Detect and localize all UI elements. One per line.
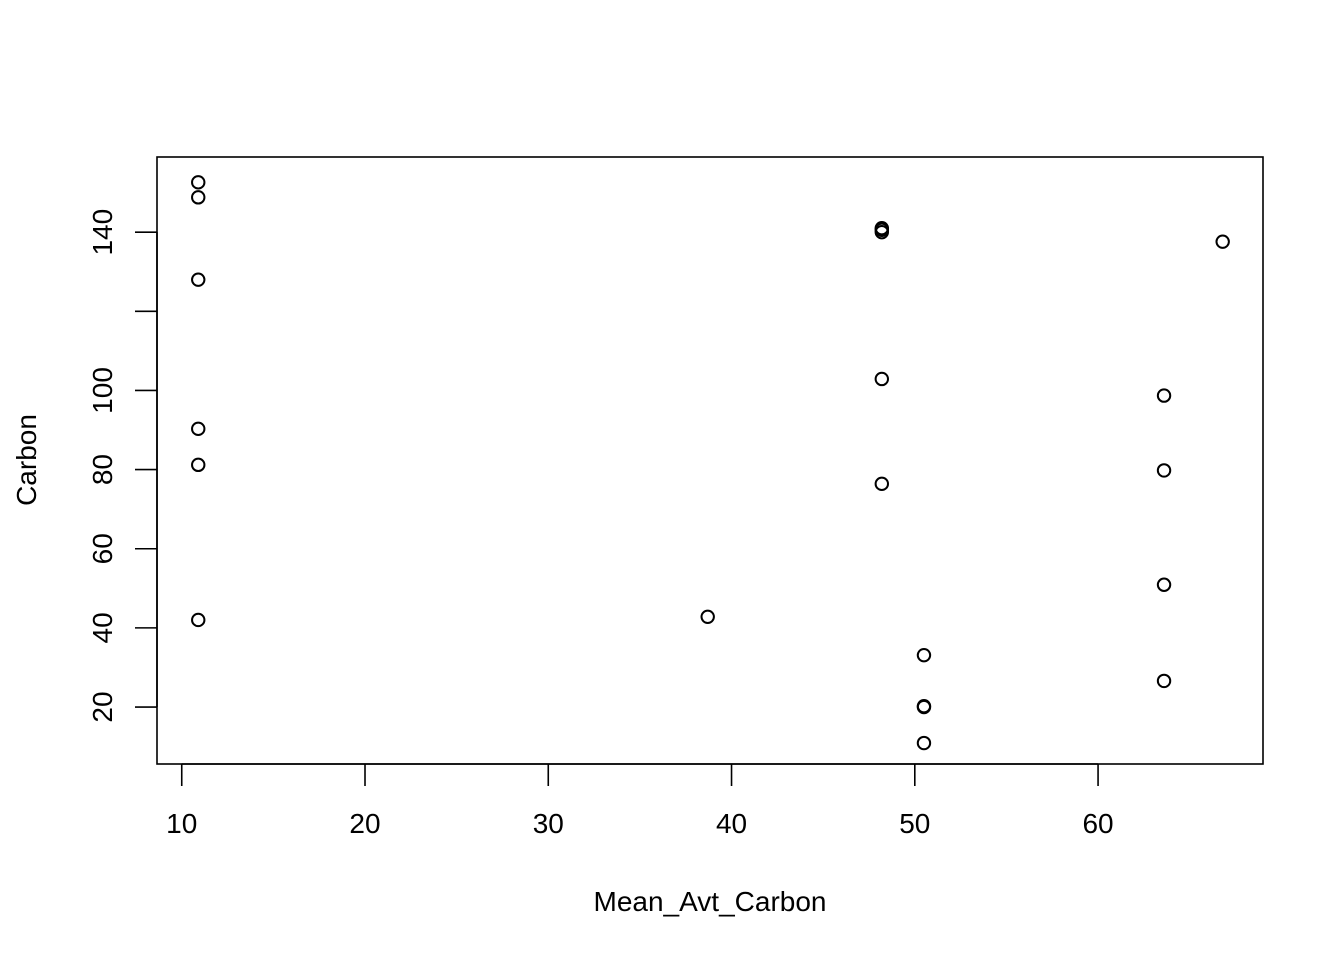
data-point [1156, 577, 1172, 592]
data-point [916, 699, 932, 714]
x-tick-label: 30 [533, 808, 564, 839]
y-tick-label: 40 [87, 612, 118, 643]
x-axis-label: Mean_Avt_Carbon [594, 886, 827, 917]
data-point [916, 647, 932, 663]
data-point [191, 457, 206, 473]
x-tick-label: 40 [716, 808, 747, 839]
data-point [191, 612, 206, 628]
data-point [191, 272, 206, 287]
y-tick-label: 140 [87, 209, 118, 256]
x-axis: 10 20 30 40 50 60 [166, 763, 1114, 839]
y-tick-label: 100 [87, 367, 118, 414]
data-point [1156, 463, 1172, 478]
data-point [1156, 388, 1172, 403]
x-tick-label: 60 [1082, 808, 1113, 839]
data-point [191, 175, 206, 190]
x-tick-label: 20 [349, 808, 380, 839]
data-point [874, 221, 890, 236]
x-tick-label: 10 [166, 808, 197, 839]
data-point [1215, 234, 1230, 249]
data-point [191, 190, 206, 205]
data-point [1156, 673, 1172, 689]
data-point [916, 735, 932, 751]
data-points [191, 175, 1230, 751]
plot-frame [156, 156, 1264, 765]
data-point [874, 476, 890, 492]
x-tick-label: 50 [899, 808, 930, 839]
data-point [191, 421, 206, 437]
y-axis: 20 40 60 80 100 140 [87, 209, 158, 723]
y-tick-label: 60 [87, 533, 118, 564]
y-tick-label: 80 [87, 454, 118, 485]
y-axis-label: Carbon [11, 414, 42, 506]
data-point [874, 371, 890, 387]
y-tick-label: 20 [87, 691, 118, 722]
data-point [700, 609, 715, 625]
